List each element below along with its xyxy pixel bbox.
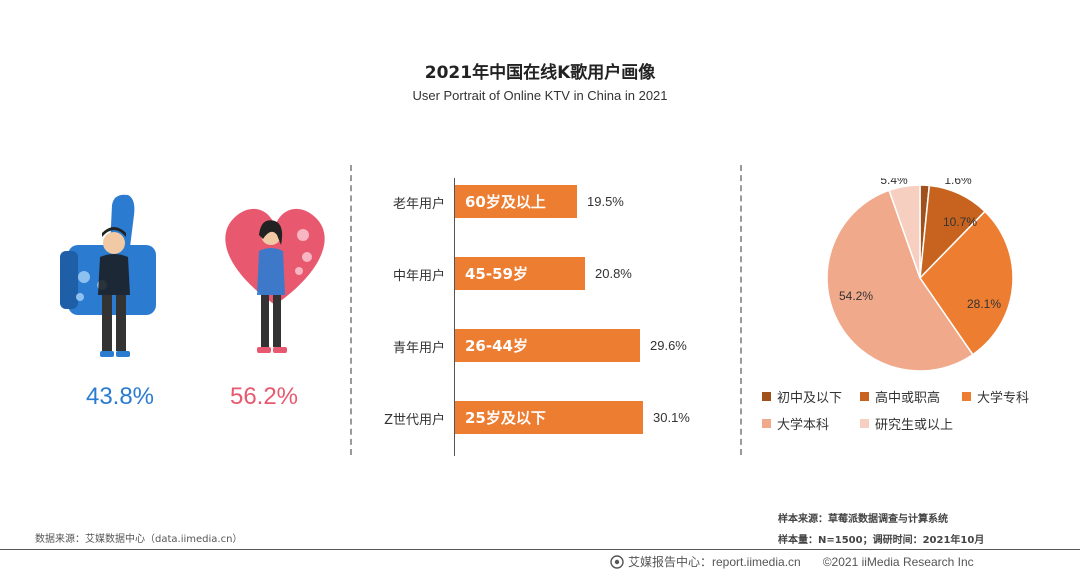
male-person-icon: [98, 227, 130, 357]
legend-item: 初中及以下: [762, 387, 842, 406]
education-pie-chart: 1.6% 10.7% 28.1% 54.2% 5.4%: [826, 178, 1014, 372]
age-value-label: 29.6%: [650, 338, 687, 353]
data-source: 数据来源：艾媒数据中心（data.iimedia.cn）: [35, 534, 243, 545]
age-category-label: Z世代用户: [384, 413, 445, 428]
age-chart-axis: [454, 178, 455, 456]
legend-item: 大学本科: [762, 414, 829, 433]
sample-source: 样本来源：草莓派数据调查与计算系统: [778, 514, 948, 525]
pie-slice: [888, 184, 921, 279]
footer-bar: 艾媒报告中心：report.iimedia.cn ©2021 iiMedia R…: [610, 553, 974, 570]
report-center-icon: [610, 554, 624, 569]
section-divider-right: [740, 165, 742, 455]
pie-slice-label: 54.2%: [839, 289, 873, 303]
legend-swatch: [962, 392, 971, 401]
report-center-link[interactable]: 艾媒报告中心：report.iimedia.cn: [628, 555, 801, 569]
legend-label: 高中或职高: [875, 391, 941, 406]
age-category-label: 老年用户: [392, 197, 445, 212]
pie-slice-label: 1.6%: [944, 178, 972, 187]
male-thumbs-up-illustration: [60, 194, 156, 357]
legend-label: 大学专科: [977, 391, 1030, 406]
female-heart-illustration: [225, 208, 325, 353]
pie-slice: [826, 189, 974, 372]
legend-item: 大学专科: [962, 387, 1029, 406]
age-value-label: 19.5%: [587, 194, 624, 209]
female-person-icon: [257, 220, 287, 353]
legend-swatch: [860, 419, 869, 428]
legend-swatch: [762, 392, 771, 401]
legend-swatch: [860, 392, 869, 401]
chart-title: 2021年中国在线K歌用户画像: [424, 63, 656, 83]
legend-label: 研究生或以上: [875, 418, 954, 433]
age-bar: 26-44岁: [455, 329, 640, 362]
age-value-label: 20.8%: [595, 266, 632, 281]
age-category-label: 中年用户: [392, 269, 445, 284]
legend-swatch: [762, 419, 771, 428]
legend-label: 大学本科: [777, 418, 830, 433]
section-divider-left: [350, 165, 352, 455]
pie-slice-label: 28.1%: [967, 297, 1001, 311]
copyright: ©2021 iiMedia Research Inc: [822, 554, 974, 569]
age-bar: 60岁及以上: [455, 185, 577, 218]
legend-item: 高中或职高: [860, 387, 940, 406]
pie-slice: [919, 210, 1014, 356]
female-percentage: 56.2%: [229, 383, 299, 410]
age-bar: 45-59岁: [455, 257, 585, 290]
chart-subtitle: User Portrait of Online KTV in China in …: [412, 88, 668, 103]
pie-slice-label: 5.4%: [880, 178, 908, 187]
age-bar: 25岁及以下: [455, 401, 643, 434]
male-percentage: 43.8%: [85, 383, 155, 410]
age-category-label: 青年用户: [392, 341, 445, 356]
legend-label: 初中及以下: [777, 391, 843, 406]
pie-slice-label: 10.7%: [943, 215, 977, 229]
footer-divider: [0, 549, 1080, 550]
legend-item: 研究生或以上: [860, 414, 953, 433]
sample-info: 样本量：N=1500；调研时间：2021年10月: [778, 535, 985, 546]
age-value-label: 30.1%: [653, 410, 690, 425]
